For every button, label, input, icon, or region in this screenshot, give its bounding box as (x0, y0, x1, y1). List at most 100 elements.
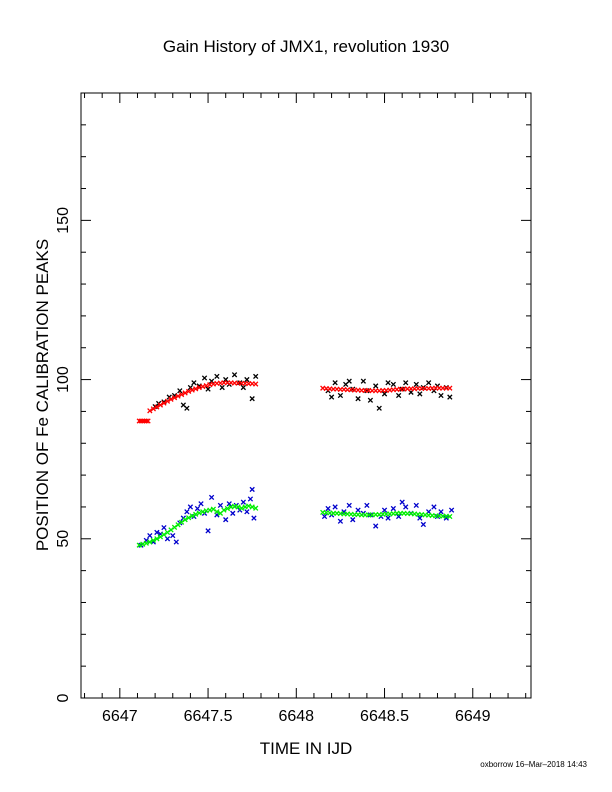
data-point (420, 521, 427, 528)
data-point (168, 396, 174, 402)
data-point (201, 375, 208, 381)
data-point (200, 509, 206, 515)
data-point (189, 513, 195, 519)
data-point (214, 373, 220, 380)
data-point (381, 507, 388, 513)
data-point (332, 380, 338, 386)
data-point (337, 518, 344, 524)
data-point (171, 395, 178, 401)
x-tick-label: 6648 (278, 708, 314, 725)
chart-title: Gain History of JMX1, revolution 1930 (163, 37, 449, 56)
data-point (238, 505, 245, 511)
x-tick-labels: 6647 6647.5 6648 6648.5 6649 (102, 708, 491, 725)
data-point (191, 380, 197, 386)
series-1 (136, 380, 453, 424)
data-point (390, 505, 397, 512)
data-point (182, 390, 188, 396)
data-point (443, 515, 449, 521)
data-point (399, 499, 405, 505)
data-point (157, 402, 164, 408)
data-point (364, 502, 370, 509)
data-point (175, 522, 181, 528)
data-point (413, 381, 419, 388)
data-point (164, 536, 171, 542)
data-point (173, 539, 179, 545)
data-point (161, 531, 167, 538)
data-point (175, 393, 181, 399)
data-point (154, 536, 160, 542)
data-point (247, 496, 254, 502)
data-point (221, 507, 227, 513)
data-point (390, 381, 397, 388)
data-point (381, 391, 388, 397)
data-point (403, 504, 409, 510)
data-point (208, 378, 215, 384)
data-point (395, 392, 402, 399)
data-point (438, 392, 444, 399)
data-point (210, 506, 217, 512)
data-point (337, 392, 344, 399)
data-point (171, 524, 178, 530)
y-tick-label: 150 (55, 207, 72, 234)
data-point (350, 517, 356, 523)
data-point (182, 517, 188, 523)
data-point (360, 378, 367, 384)
data-point (224, 505, 231, 512)
data-point (205, 386, 211, 392)
data-point (185, 515, 192, 521)
data-point (193, 386, 199, 392)
footer-credit: oxborrow 16–Mar–2018 14:43 (480, 760, 587, 769)
data-point (147, 532, 153, 539)
data-point (245, 503, 252, 509)
data-point (223, 517, 229, 523)
y-tick-label: 0 (55, 693, 72, 702)
data-point (223, 376, 229, 383)
data-point (328, 394, 335, 400)
data-point (355, 507, 361, 513)
data-point (154, 404, 160, 410)
x-tick-label: 6649 (455, 708, 491, 725)
data-point (403, 380, 409, 386)
data-point (240, 499, 247, 505)
data-point (194, 505, 201, 512)
data-point (200, 383, 206, 390)
data-point (145, 418, 151, 424)
x-tick-label: 6647.5 (184, 708, 233, 725)
data-point (425, 380, 432, 386)
data-point (249, 396, 255, 402)
data-point (164, 398, 171, 404)
data-point (196, 384, 202, 391)
data-point (150, 537, 157, 544)
data-point (253, 373, 259, 380)
data-point (203, 382, 209, 389)
data-point (154, 529, 160, 536)
data-point (447, 385, 453, 391)
data-point (143, 540, 149, 546)
data-point (178, 391, 185, 398)
data-point (244, 376, 250, 383)
data-point (355, 396, 361, 402)
y-axis-label: POSITION OF Fe CALIBRATION PEAKS (33, 239, 52, 551)
data-point (417, 515, 423, 521)
data-point (325, 505, 331, 512)
data-point (249, 486, 255, 493)
x-tick-label: 6648.5 (360, 708, 409, 725)
data-point (332, 504, 338, 510)
data-point (185, 388, 192, 395)
y-tick-label: 100 (55, 366, 72, 393)
data-point (235, 504, 241, 510)
x-axis-label: TIME IN IJD (260, 739, 353, 758)
series-3 (136, 503, 453, 548)
data-point (346, 378, 352, 384)
data-point (242, 504, 248, 510)
data-point (438, 509, 444, 515)
data-point (447, 394, 453, 400)
y-tick-label: 50 (55, 530, 72, 548)
data-point (178, 519, 185, 525)
data-point (346, 502, 352, 509)
data-point (373, 383, 379, 389)
data-point (448, 507, 455, 513)
x-tick-label: 6647 (102, 708, 138, 725)
